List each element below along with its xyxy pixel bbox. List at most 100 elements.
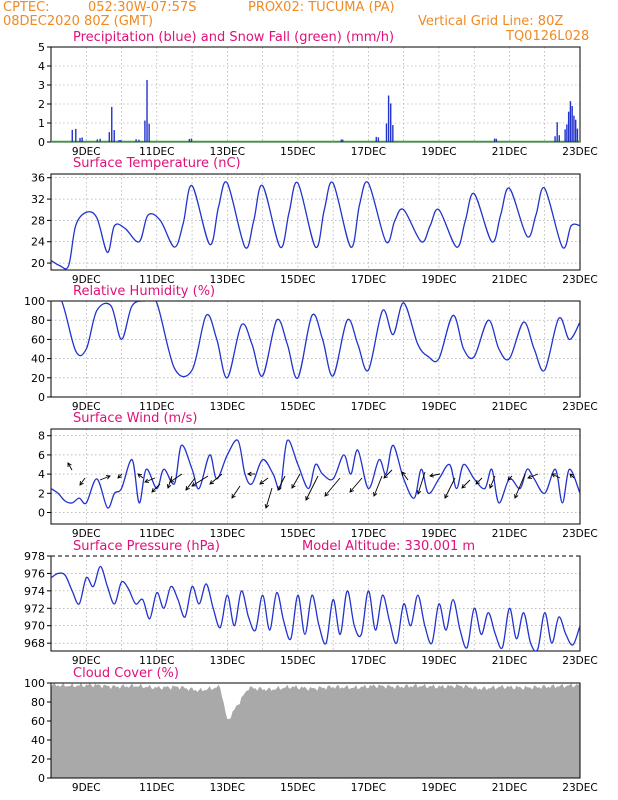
wind-arrow-head [383,474,388,479]
header-location: PROX02: TUCUMA (PA) [248,0,395,15]
x-tick-label: 9DEC [72,782,101,794]
wind-arrow [117,473,123,479]
wind-arrow-head [551,473,557,478]
precip-bar [71,129,73,142]
x-tick-label: 13DEC [210,146,245,158]
wind-arrow [373,475,383,497]
x-tick-label: 21DEC [492,655,527,667]
x-tick-label: 15DEC [280,528,315,540]
wind-arrow-head [305,495,310,501]
precip-bar [113,130,115,142]
precip-bar [495,138,498,142]
wind-arrow-head [209,480,215,485]
wind-arrow [489,475,496,489]
wind-arrow-head [527,474,533,479]
precip-bar [390,103,392,142]
y-tick-label: 32 [31,193,45,206]
x-tick-label: 9DEC [72,401,101,413]
wind-arrow [444,477,456,499]
x-tick-label: 17DEC [351,274,386,286]
cloud-cover-area [51,683,580,778]
wind-arrow-head [444,493,449,499]
wind-title: Surface Wind (m/s) [73,411,198,426]
x-tick-label: 19DEC [421,274,456,286]
x-tick-label: 15DEC [280,146,315,158]
wind-arrow-head [151,488,156,493]
y-tick-label: 40 [31,353,45,366]
wind-arrow [429,473,441,477]
precip-bar [144,120,146,142]
y-tick-label: 24 [31,236,45,249]
precip-bar [148,123,150,142]
y-tick-label: 100 [24,295,45,308]
x-tick-label: 19DEC [421,782,456,794]
header-grid-note: Vertical Grid Line: 80Z [418,14,564,29]
x-tick-label: 19DEC [421,655,456,667]
y-tick-label: 0 [38,506,45,519]
y-tick-label: 8 [38,430,45,443]
precip-bar [340,139,343,142]
precip-bar [377,137,380,142]
precip-bar [188,138,191,142]
y-tick-label: 20 [31,753,45,766]
wind-arrow [461,479,471,489]
y-tick-label: 4 [38,468,45,481]
precip-bar [120,140,122,142]
y-tick-label: 1 [38,117,45,130]
y-tick-label: 976 [24,567,45,580]
x-tick-label: 23DEC [562,401,597,413]
wind-arrow-head [79,480,84,486]
precip-bar [567,111,570,142]
temp-title: Surface Temperature (nC) [73,156,241,171]
temp-line [51,181,580,270]
y-tick-label: 60 [31,715,45,728]
x-tick-label: 13DEC [210,274,245,286]
wind-arrow [259,477,269,485]
x-tick-label: 19DEC [421,528,456,540]
x-tick-label: 13DEC [210,655,245,667]
x-tick-label: 23DEC [562,146,597,158]
wind-arrow-head [247,471,252,477]
wind-arrow-head [569,473,574,478]
temp-panel: 20 24 28 32 36 9DEC 11DEC 13DEC 15DEC 17DEC 19DEC 2… [31,172,598,286]
x-tick-label: 15DEC [280,274,315,286]
y-tick-label: 40 [31,734,45,747]
wind-arrow-head [416,489,422,495]
x-tick-label: 9DEC [72,655,101,667]
rh-line [51,301,580,379]
wind-arrow [209,473,223,485]
y-tick-label: 974 [24,585,45,598]
wind-arrow [291,473,301,489]
precip-bar [573,115,575,142]
wind-arrow [67,462,73,471]
precip-bar [569,101,572,142]
wind-arrow-head [264,503,270,509]
wind-arrow [265,487,273,509]
x-tick-label: 19DEC [421,401,456,413]
cloud-title: Cloud Cover (%) [73,666,179,681]
precip-bar [190,138,193,142]
y-tick-label: 970 [24,620,45,633]
wind-arrow-head [461,484,466,489]
wind-arrow [514,473,526,499]
precip-bar [342,139,344,142]
rh-frame [50,300,581,398]
wind-arrow [569,473,575,479]
pressure-altitude-note: Model Altitude: 330.001 m [302,539,476,554]
wind-arrow-head [349,487,354,493]
wind-arrow-head [401,471,406,477]
cloud-frame [50,682,581,779]
precip-bar [554,136,556,142]
x-tick-label: 21DEC [492,528,527,540]
y-tick-label: 972 [24,602,45,615]
precip-bar [375,136,377,142]
precip-bar [75,128,77,142]
wind-arrow-head [231,493,236,499]
x-tick-label: 11DEC [139,274,174,286]
wind-arrow [401,471,409,481]
x-tick-label: 15DEC [280,782,315,794]
cloud-panel: 0 20 40 60 80 100 9DEC 11DEC 13DEC 15DEC 17DEC 19DE… [24,677,598,794]
y-tick-label: 80 [31,314,45,327]
wind-arrow-head [475,480,480,485]
precip-title: Precipitation (blue) and Snow Fall (gree… [73,30,395,45]
